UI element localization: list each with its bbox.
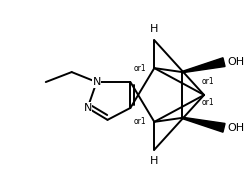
Text: OH: OH (227, 57, 244, 67)
Text: or1: or1 (202, 98, 215, 108)
Text: or1: or1 (134, 117, 146, 126)
Text: N: N (83, 103, 92, 113)
Text: or1: or1 (134, 64, 146, 73)
Text: or1: or1 (202, 77, 215, 86)
Text: H: H (150, 24, 158, 34)
Polygon shape (182, 58, 225, 73)
Text: N: N (93, 77, 101, 87)
Polygon shape (182, 117, 225, 132)
Text: H: H (150, 156, 158, 166)
Text: OH: OH (227, 123, 244, 133)
